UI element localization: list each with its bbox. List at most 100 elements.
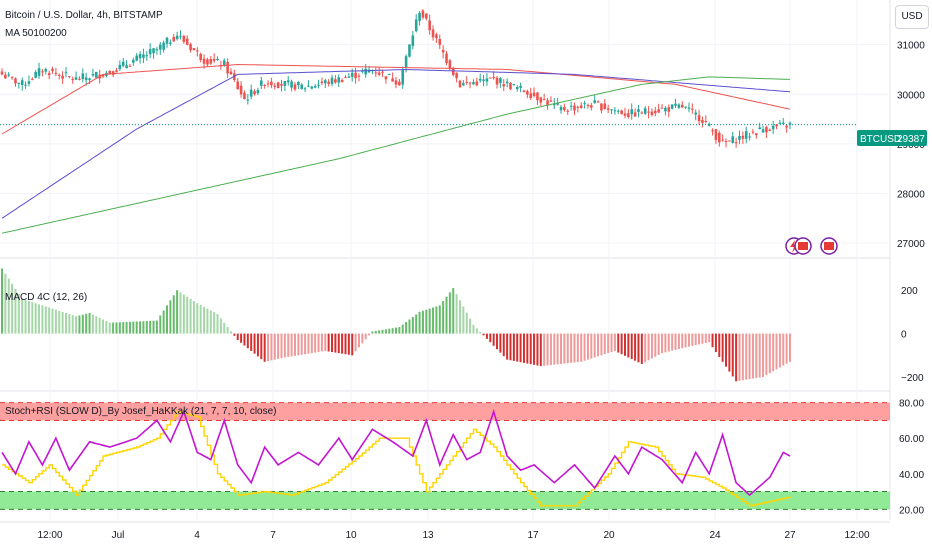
- candle[interactable]: [630, 103, 634, 120]
- candle[interactable]: [47, 70, 51, 80]
- candle[interactable]: [465, 76, 469, 85]
- candle[interactable]: [206, 57, 209, 67]
- candle[interactable]: [640, 111, 644, 115]
- stoch-rsi-pane[interactable]: [0, 402, 890, 510]
- candle[interactable]: [748, 133, 751, 141]
- candle[interactable]: [600, 103, 603, 114]
- candle[interactable]: [317, 79, 320, 89]
- candle[interactable]: [707, 122, 711, 127]
- candle[interactable]: [192, 47, 196, 51]
- candle[interactable]: [0, 68, 4, 76]
- candle[interactable]: [714, 128, 718, 144]
- candle[interactable]: [280, 79, 283, 92]
- candle[interactable]: [209, 56, 213, 65]
- candle[interactable]: [546, 97, 549, 110]
- candle[interactable]: [408, 44, 411, 58]
- candle[interactable]: [337, 74, 341, 87]
- candle[interactable]: [643, 106, 647, 115]
- candle[interactable]: [411, 30, 415, 50]
- candles[interactable]: [0, 9, 792, 148]
- candle[interactable]: [616, 109, 620, 114]
- candle[interactable]: [758, 122, 761, 130]
- candle[interactable]: [462, 80, 465, 86]
- candle[interactable]: [24, 81, 27, 89]
- candle[interactable]: [475, 77, 479, 87]
- candle[interactable]: [633, 108, 637, 117]
- candle[interactable]: [509, 82, 512, 90]
- candle[interactable]: [216, 56, 219, 61]
- candle[interactable]: [273, 82, 277, 90]
- candle[interactable]: [620, 109, 623, 115]
- candle[interactable]: [41, 68, 44, 77]
- candle[interactable]: [313, 84, 317, 89]
- candle[interactable]: [263, 84, 266, 89]
- candle[interactable]: [115, 68, 118, 73]
- event-icons[interactable]: [785, 237, 838, 255]
- candle[interactable]: [744, 126, 748, 144]
- candle[interactable]: [118, 60, 122, 72]
- candle[interactable]: [256, 87, 260, 96]
- candle[interactable]: [573, 102, 576, 116]
- candle[interactable]: [199, 52, 202, 63]
- candle[interactable]: [519, 82, 522, 93]
- candle[interactable]: [731, 131, 735, 144]
- candle[interactable]: [680, 101, 684, 109]
- candle[interactable]: [307, 80, 310, 88]
- candle[interactable]: [627, 108, 630, 119]
- candle[interactable]: [586, 103, 590, 109]
- candle[interactable]: [148, 43, 152, 58]
- candle[interactable]: [84, 72, 88, 86]
- candle[interactable]: [283, 80, 287, 91]
- candle[interactable]: [421, 9, 425, 20]
- candle[interactable]: [438, 34, 442, 49]
- candle[interactable]: [10, 76, 14, 80]
- candle[interactable]: [418, 11, 421, 26]
- candle[interactable]: [502, 79, 506, 92]
- candle[interactable]: [293, 82, 297, 92]
- candle[interactable]: [182, 34, 186, 44]
- candle[interactable]: [401, 66, 405, 89]
- candle[interactable]: [57, 73, 61, 80]
- candle[interactable]: [169, 39, 172, 46]
- candle[interactable]: [526, 89, 529, 99]
- candle[interactable]: [566, 109, 570, 116]
- candle[interactable]: [637, 104, 640, 118]
- candle[interactable]: [414, 14, 418, 33]
- candle[interactable]: [377, 66, 381, 77]
- candle[interactable]: [694, 109, 698, 121]
- candle[interactable]: [458, 79, 462, 88]
- candle[interactable]: [132, 57, 135, 66]
- candle[interactable]: [610, 108, 613, 115]
- candle[interactable]: [778, 120, 782, 125]
- candle[interactable]: [542, 93, 546, 101]
- candle[interactable]: [4, 71, 7, 79]
- candle[interactable]: [121, 57, 125, 68]
- candle[interactable]: [91, 68, 95, 77]
- candle[interactable]: [88, 77, 91, 85]
- candle[interactable]: [741, 131, 745, 145]
- candle[interactable]: [667, 104, 671, 118]
- candle[interactable]: [623, 107, 627, 119]
- candle[interactable]: [165, 36, 169, 48]
- candle[interactable]: [64, 67, 68, 78]
- candle[interactable]: [495, 76, 499, 89]
- candle[interactable]: [559, 104, 563, 114]
- candle[interactable]: [691, 103, 694, 114]
- candle[interactable]: [320, 77, 324, 86]
- candle[interactable]: [51, 66, 54, 74]
- candle[interactable]: [482, 74, 485, 87]
- macd-bars[interactable]: [1, 268, 791, 382]
- candle[interactable]: [142, 48, 145, 64]
- candle[interactable]: [445, 50, 448, 66]
- candle[interactable]: [239, 81, 243, 98]
- candle[interactable]: [125, 59, 128, 69]
- candle[interactable]: [536, 91, 539, 106]
- candle[interactable]: [431, 25, 435, 41]
- price-pane[interactable]: [0, 9, 857, 234]
- candle[interactable]: [243, 90, 246, 100]
- candle[interactable]: [31, 77, 34, 81]
- candle[interactable]: [384, 76, 388, 84]
- candle[interactable]: [300, 83, 304, 90]
- candle[interactable]: [276, 81, 280, 89]
